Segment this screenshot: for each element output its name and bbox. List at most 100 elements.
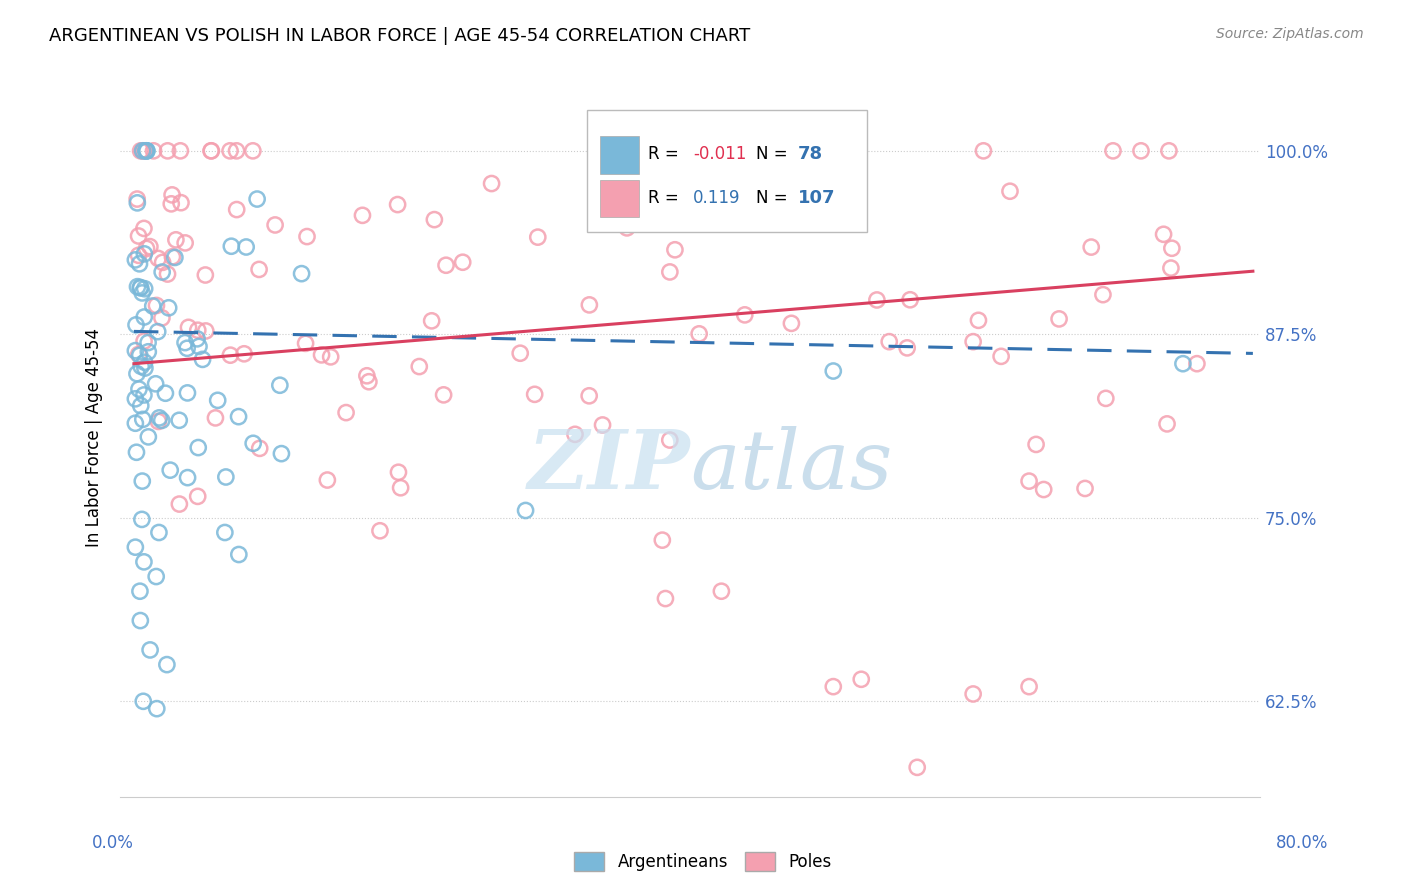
Point: [592, 417, 614, 432]
Point: [228, 548, 250, 562]
Point: [132, 144, 155, 158]
Point: [129, 399, 152, 413]
Point: [186, 332, 208, 346]
Legend: Argentineans, Poles: Argentineans, Poles: [567, 843, 839, 880]
Point: [145, 376, 167, 391]
Point: [125, 318, 148, 332]
Text: 78: 78: [799, 145, 824, 163]
Point: [136, 335, 159, 350]
Point: [1074, 482, 1097, 496]
Point: [228, 409, 250, 424]
Point: [423, 212, 446, 227]
Point: [1018, 474, 1040, 488]
Point: [998, 184, 1021, 198]
Point: [898, 293, 921, 307]
Point: [187, 323, 209, 337]
Point: [139, 643, 162, 657]
FancyBboxPatch shape: [600, 136, 638, 174]
Point: [155, 386, 177, 401]
Point: [152, 255, 174, 269]
Point: [134, 247, 156, 261]
Point: [578, 389, 600, 403]
Point: [1160, 241, 1182, 255]
Point: [1032, 483, 1054, 497]
Point: [131, 285, 153, 300]
Point: [148, 414, 170, 428]
Point: [523, 387, 546, 401]
Point: [823, 364, 845, 378]
Text: 107: 107: [799, 188, 835, 207]
Point: [851, 673, 873, 687]
Point: [905, 760, 928, 774]
Point: [131, 144, 153, 158]
Point: [434, 258, 457, 272]
Point: [877, 334, 900, 349]
Point: [219, 348, 242, 362]
Point: [1171, 357, 1194, 371]
Text: N =: N =: [756, 145, 793, 163]
Point: [214, 525, 236, 540]
Point: [658, 265, 681, 279]
Point: [148, 525, 170, 540]
Point: [420, 314, 443, 328]
Point: [129, 280, 152, 294]
Point: [990, 349, 1012, 363]
Point: [176, 341, 198, 355]
Point: [633, 154, 655, 169]
Text: 80.0%: 80.0%: [1277, 834, 1329, 852]
Point: [176, 470, 198, 484]
Point: [616, 220, 638, 235]
Point: [132, 555, 155, 569]
Point: [187, 489, 209, 503]
Point: [564, 427, 586, 442]
Point: [591, 153, 613, 167]
Point: [1018, 680, 1040, 694]
Point: [658, 433, 681, 447]
Point: [664, 243, 686, 257]
Point: [651, 533, 673, 548]
Point: [603, 181, 626, 195]
Point: [1160, 261, 1182, 276]
Point: [787, 144, 810, 158]
Point: [142, 144, 165, 158]
Point: [148, 410, 170, 425]
Point: [124, 252, 146, 267]
Point: [125, 367, 148, 381]
Point: [294, 336, 316, 351]
Point: [176, 385, 198, 400]
Point: [734, 308, 756, 322]
Point: [967, 313, 990, 327]
Point: [319, 350, 342, 364]
Point: [132, 694, 155, 708]
Point: [311, 348, 333, 362]
Point: [131, 474, 153, 488]
Point: [1047, 312, 1070, 326]
Point: [896, 341, 918, 355]
Point: [654, 591, 676, 606]
Point: [163, 251, 186, 265]
Point: [127, 192, 149, 206]
Point: [145, 569, 167, 583]
Point: [177, 320, 200, 334]
Point: [451, 255, 474, 269]
Point: [146, 701, 169, 715]
Point: [387, 197, 409, 211]
Point: [134, 310, 156, 324]
Text: N =: N =: [756, 188, 793, 207]
Point: [235, 240, 257, 254]
Point: [225, 202, 247, 217]
Text: 0.119: 0.119: [693, 188, 741, 207]
Point: [316, 473, 339, 487]
FancyBboxPatch shape: [600, 179, 638, 217]
Point: [264, 218, 287, 232]
Point: [207, 393, 229, 408]
Point: [972, 144, 994, 158]
Point: [127, 195, 149, 210]
Text: atlas: atlas: [690, 425, 893, 506]
Point: [408, 359, 430, 374]
Point: [148, 252, 170, 266]
Point: [128, 248, 150, 262]
Point: [962, 687, 984, 701]
Point: [194, 268, 217, 282]
Point: [134, 361, 156, 376]
